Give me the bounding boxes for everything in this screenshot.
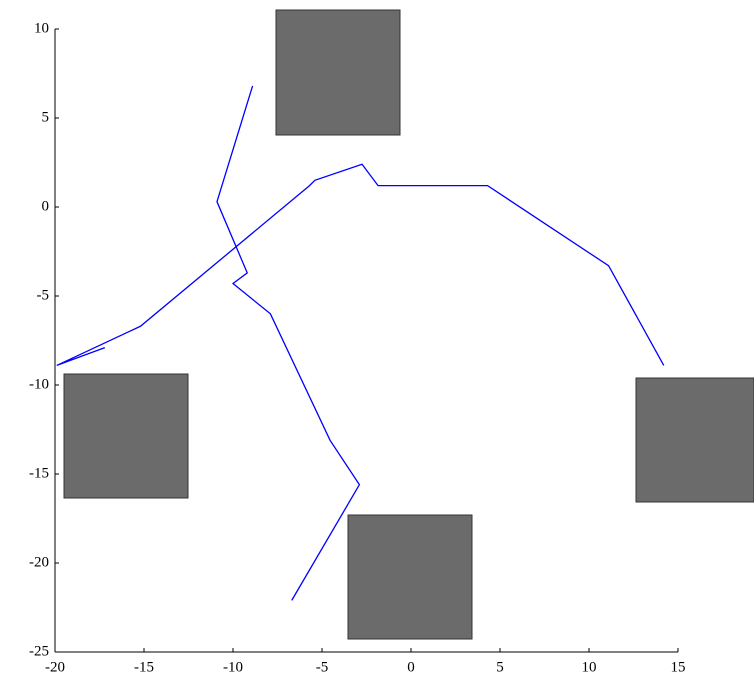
y-tick-label: -25 [29, 643, 49, 659]
face-image [636, 378, 754, 502]
x-tick-label: -5 [316, 659, 329, 675]
face-image [64, 374, 188, 498]
y-tick-label: 10 [34, 20, 49, 36]
face-image [348, 515, 472, 639]
x-tick-label: 0 [407, 659, 415, 675]
y-tick-label: -10 [29, 376, 49, 392]
x-tick-label: 15 [671, 659, 686, 675]
data-line [217, 86, 359, 600]
x-tick-label: -15 [134, 659, 154, 675]
y-tick-label: -15 [29, 465, 49, 481]
y-tick-label: 0 [42, 198, 50, 214]
y-tick-label: 5 [42, 109, 50, 125]
x-tick-label: 10 [582, 659, 597, 675]
x-tick-label: 5 [496, 659, 504, 675]
y-tick-label: -5 [37, 287, 50, 303]
face-image [276, 10, 400, 135]
y-tick-label: -20 [29, 554, 49, 570]
data-line [57, 164, 664, 365]
chart: -25-20-15-10-50510-20-15-10-5051015 [0, 0, 754, 683]
x-tick-label: -20 [45, 659, 65, 675]
x-tick-label: -10 [223, 659, 243, 675]
